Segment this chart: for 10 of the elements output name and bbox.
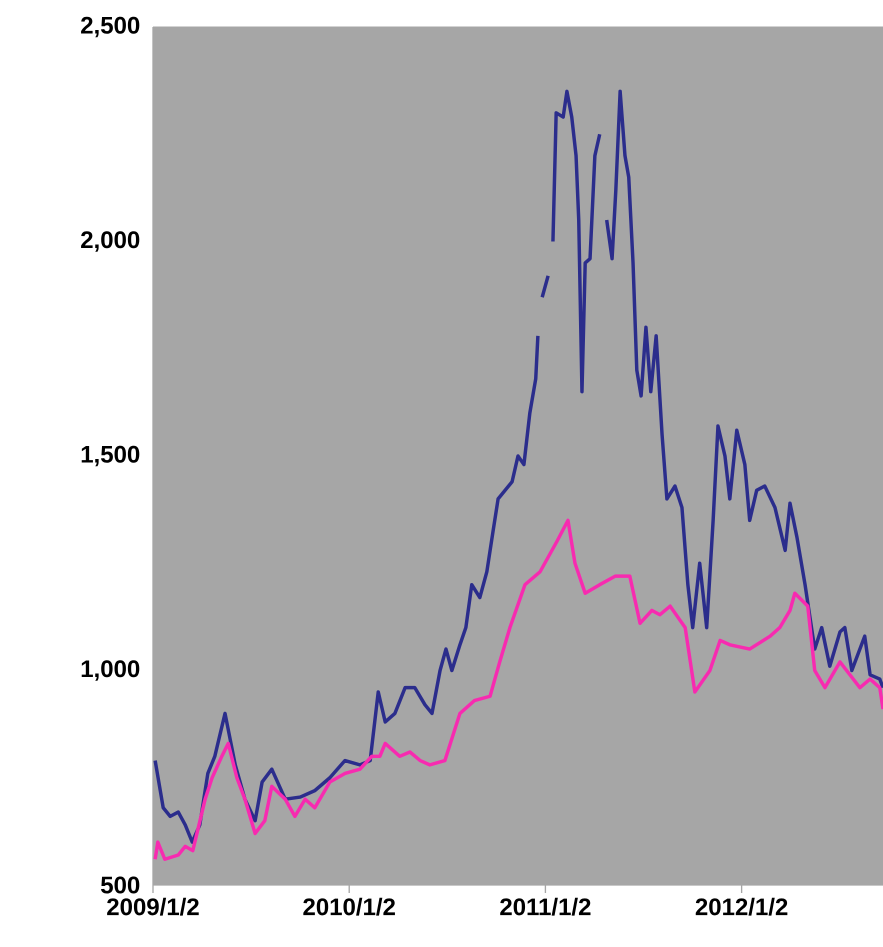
x-tick-label: 2009/1/2 [107,898,199,916]
x-tick-label: 2012/1/2 [696,898,788,916]
y-tick-label: 1,000 [82,660,140,681]
x-tick-label: 2011/1/2 [500,898,590,916]
line-series [153,518,883,861]
x-tick-label: 2010/1/2 [303,898,395,916]
y-tick-label: 1,500 [82,446,140,466]
y-tick-label: 2,000 [81,231,140,252]
y-tick-label: 500 [100,876,140,894]
y-tick-label: 2,500 [81,16,140,38]
